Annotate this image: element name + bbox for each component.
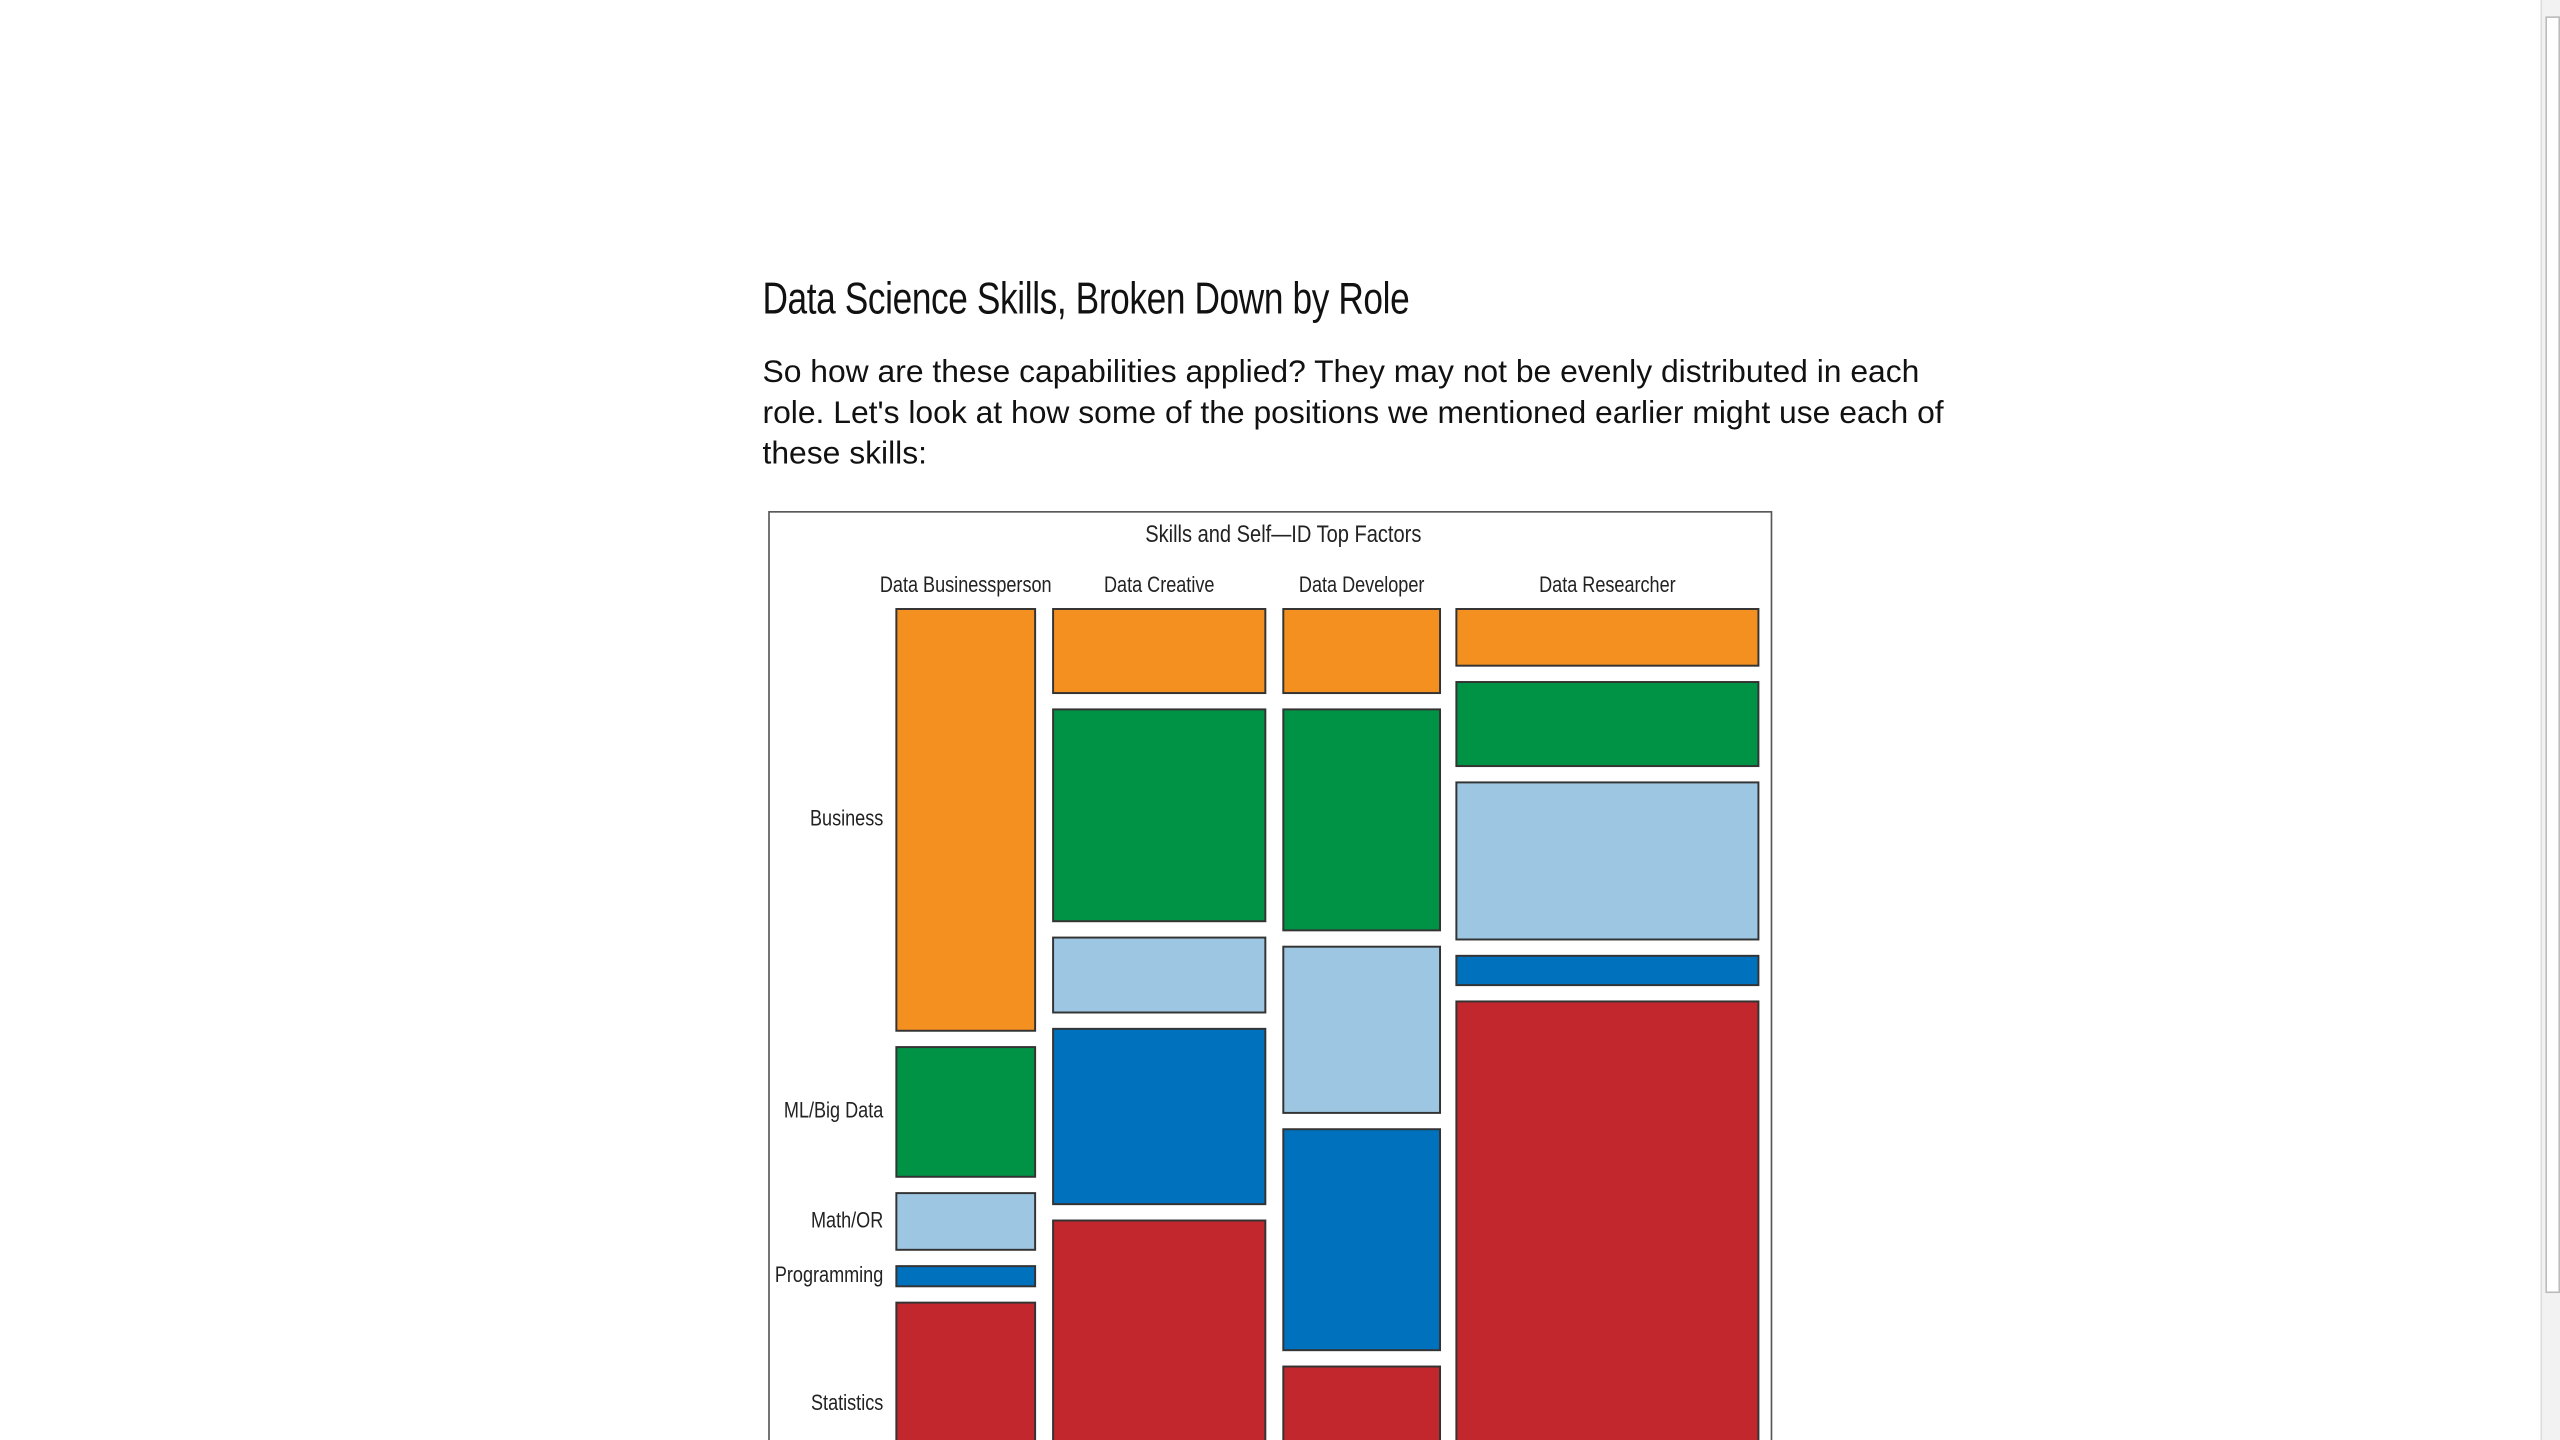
column-label: Data Creative bbox=[1104, 573, 1214, 597]
mosaic-cell bbox=[1282, 708, 1442, 932]
scroll-thumb[interactable] bbox=[2545, 16, 2560, 1294]
row-label: Math/OR bbox=[811, 1209, 883, 1233]
scrollbar[interactable] bbox=[2540, 0, 2560, 1440]
mosaic-cell bbox=[1282, 1128, 1442, 1352]
mosaic-cell bbox=[1052, 936, 1267, 1014]
mosaic-cell bbox=[1052, 708, 1267, 923]
mosaic-cell bbox=[895, 1265, 1037, 1288]
paragraph: So how are these capabilities applied? T… bbox=[762, 354, 1944, 472]
row-label: Business bbox=[810, 807, 883, 831]
mosaic-cell bbox=[895, 1192, 1037, 1251]
row-label: Programming bbox=[775, 1263, 883, 1287]
mosaic-cell bbox=[1282, 1365, 1442, 1440]
column-label: Data Developer bbox=[1299, 573, 1425, 597]
mosaic-cell bbox=[1282, 945, 1442, 1114]
figure-title: Skills and Self—ID Top Factors bbox=[1145, 520, 1421, 547]
heading: Data Science Skills, Broken Down by Role bbox=[762, 274, 1410, 324]
mosaic-cell bbox=[895, 1046, 1037, 1178]
row-label: ML/Big Data bbox=[784, 1099, 884, 1123]
mosaic-cell bbox=[1455, 681, 1760, 768]
mosaic-cell bbox=[1052, 1219, 1267, 1440]
mosaic-cell bbox=[895, 1301, 1037, 1440]
mosaic-cell bbox=[1455, 1000, 1760, 1440]
mosaic-cell bbox=[1282, 608, 1442, 695]
mosaic-cell bbox=[1052, 608, 1267, 695]
mosaic-cell bbox=[1455, 954, 1760, 987]
column-label: Data Researcher bbox=[1539, 573, 1676, 597]
column-label: Data Businessperson bbox=[880, 573, 1052, 597]
mosaic-cell bbox=[1052, 1027, 1267, 1206]
mosaic-cell bbox=[1455, 781, 1760, 941]
row-label: Statistics bbox=[811, 1391, 883, 1415]
mosaic-cell bbox=[1455, 608, 1760, 667]
mosaic-cell bbox=[895, 608, 1037, 1032]
